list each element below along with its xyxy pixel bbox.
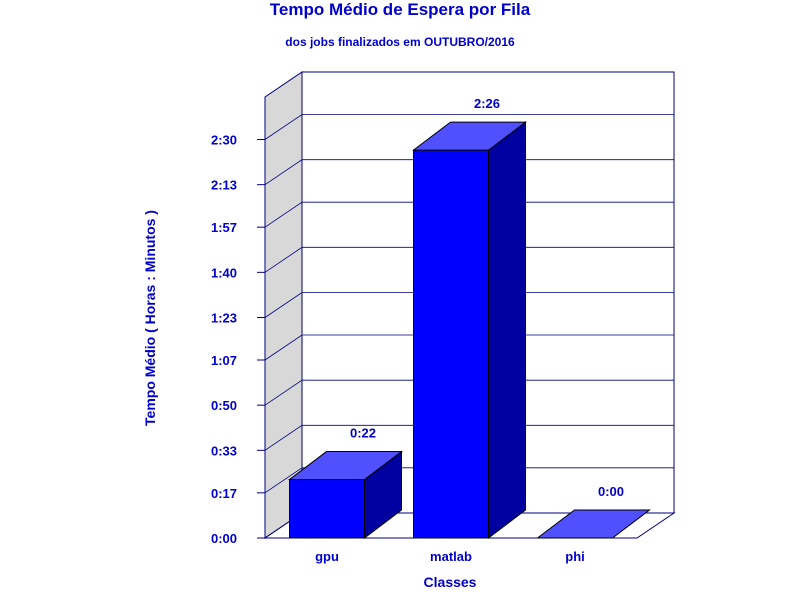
- data-label-gpu: 0:22: [350, 426, 376, 441]
- y-gridline: [264, 201, 674, 228]
- chart-labels: 0:00 0:17 0:33 0:50 1:07 1:23 1:40 1:57 2:13 2:30…: [211, 96, 624, 564]
- bar-matlab: [412, 121, 527, 540]
- data-label-matlab: 2:26: [474, 96, 500, 111]
- y-tick-label: 0:17: [211, 486, 237, 501]
- x-tick-label-phi: phi: [565, 549, 585, 564]
- y-tick-label: 1:07: [211, 353, 237, 368]
- y-tick-label: 1:23: [211, 311, 237, 326]
- bar-side-matlab: [488, 121, 526, 540]
- y-gridline: [264, 334, 674, 361]
- bar-top-phi: [536, 509, 651, 539]
- chart-title: Tempo Médio de Espera por Fila: [269, 0, 531, 19]
- y-gridline: [264, 424, 674, 451]
- y-axis-label: Tempo Médio ( Horas : Minutos ): [142, 210, 158, 426]
- bar-top-matlab: [412, 121, 527, 151]
- y-gridline: [264, 246, 674, 273]
- y-gridline: [264, 292, 674, 318]
- y-gridline: [264, 114, 674, 140]
- chart-axes: [257, 97, 266, 539]
- bar-top-gpu: [288, 451, 403, 481]
- y-tick-label: 0:50: [211, 398, 237, 413]
- y-tick-label: 2:13: [211, 178, 237, 193]
- bar-front-gpu: [289, 479, 365, 539]
- y-tick-label: 1:40: [211, 265, 237, 280]
- x-tick-label-matlab: matlab: [430, 549, 472, 564]
- y-tick-label: 2:30: [211, 133, 237, 148]
- y-gridline: [264, 159, 674, 186]
- x-tick-label-gpu: gpu: [315, 549, 339, 564]
- y-tick-label: 1:57: [211, 220, 237, 235]
- y-tick-label: 0:33: [211, 443, 237, 458]
- chart-subtitle: dos jobs finalizados em OUTUBRO/2016: [285, 35, 515, 49]
- x-axis-label: Classes: [424, 574, 477, 590]
- y-gridline: [264, 467, 674, 494]
- y-tick-label: 0:00: [211, 531, 237, 546]
- bar-gpu: [288, 450, 403, 540]
- bar-front-matlab: [413, 149, 489, 539]
- data-label-phi: 0:00: [598, 484, 624, 499]
- bar-phi: [536, 509, 651, 539]
- y-gridline: [264, 379, 674, 406]
- chart-bars: [288, 121, 651, 540]
